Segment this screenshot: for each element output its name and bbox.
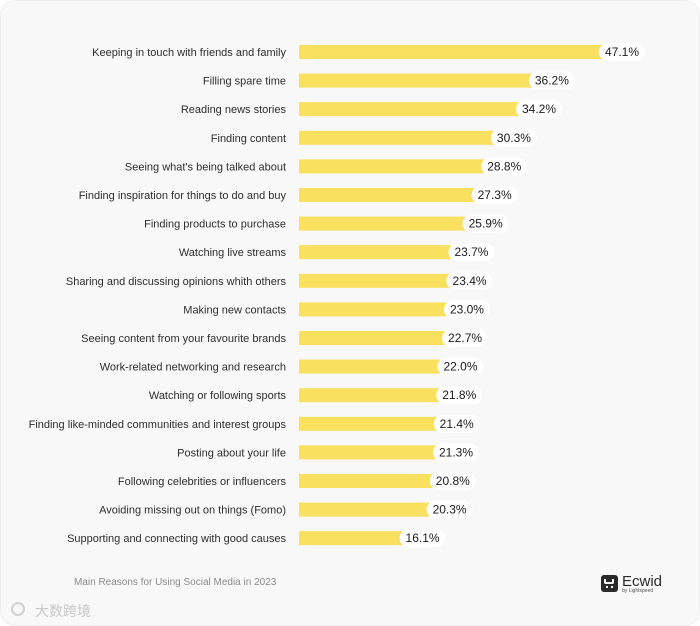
chart-caption: Main Reasons for Using Social Media in 2… [74,577,277,588]
bar [299,302,447,317]
value-label: 34.2% [522,102,556,116]
brand-logo: Ecwid by Lightspeed [601,573,669,595]
cart-icon [601,575,618,592]
category-label: Finding like-minded communities and inte… [29,419,287,431]
category-label: Filling spare time [203,76,286,88]
value-label-background [471,186,518,204]
value-label-background [446,271,493,290]
bar [299,273,450,288]
value-label: 47.1% [605,45,639,59]
value-label: 16.1% [406,531,440,545]
value-label-background [433,414,480,433]
watermark-text: 大数跨境 [35,603,91,619]
bar [299,502,430,517]
value-label-background [426,500,473,519]
value-label-background [429,472,476,490]
bar [299,474,433,488]
bar [299,245,452,260]
category-label: Seeing content from your favourite brand… [81,333,286,345]
bar [299,159,485,174]
bar [299,45,602,59]
category-label: Following celebrities or influencers [118,476,287,488]
bar [299,388,440,403]
value-label: 21.8% [442,388,476,402]
bar [299,445,437,460]
value-label-background [433,443,480,462]
value-label: 20.3% [433,503,467,517]
value-label: 28.8% [487,159,521,173]
bar [299,331,446,345]
bar-chart: Keeping in touch with friends and family… [29,43,645,548]
value-label-background [481,157,528,176]
value-label: 21.3% [439,445,473,459]
value-label-background [599,43,645,61]
bar [299,359,441,374]
bar [299,73,532,88]
value-label: 22.7% [448,331,482,345]
brand-tagline: by Lightspeed [622,588,654,594]
category-label: Posting about your life [177,447,286,459]
category-label: Keeping in touch with friends and family [92,47,286,59]
value-label: 23.0% [450,302,484,316]
value-label: 30.3% [497,131,531,145]
bar [299,216,466,231]
bar [299,188,475,202]
category-label: Supporting and connecting with good caus… [67,533,286,545]
value-label: 27.3% [478,188,512,202]
value-label-background [443,300,490,319]
value-label-background [399,529,446,548]
value-label: 25.9% [469,217,503,231]
value-label-background [442,329,489,347]
category-label: Finding inspiration for things to do and… [79,190,287,202]
category-label: Watching live streams [179,247,287,259]
brand-name: Ecwid [622,573,663,590]
value-label-background [516,100,563,119]
bar [299,416,437,431]
bar [299,102,520,117]
value-label-background [462,214,509,233]
value-label-background [436,386,483,405]
value-label-background [448,243,495,262]
category-label: Seeing what's being talked about [125,161,286,173]
bar [299,531,403,546]
category-label: Avoiding missing out on things (Fomo) [99,505,286,517]
bar [299,130,494,145]
value-label-background [490,128,537,147]
category-label: Finding content [211,133,286,145]
value-label: 36.2% [535,74,569,88]
category-label: Reading news stories [181,104,287,116]
value-label: 21.4% [440,417,474,431]
value-label-background [437,357,484,376]
value-label: 20.8% [436,474,470,488]
category-label: Watching or following sports [149,390,287,402]
category-label: Sharing and discussing opinions whith ot… [66,276,287,288]
value-label: 23.4% [453,274,487,288]
value-label-background [528,71,575,90]
category-label: Finding products to purchase [144,219,286,231]
value-label: 23.7% [454,245,488,259]
category-label: Work-related networking and research [100,362,286,374]
value-label: 22.0% [444,360,478,374]
category-label: Making new contacts [183,304,286,316]
logo-icon [11,602,25,616]
